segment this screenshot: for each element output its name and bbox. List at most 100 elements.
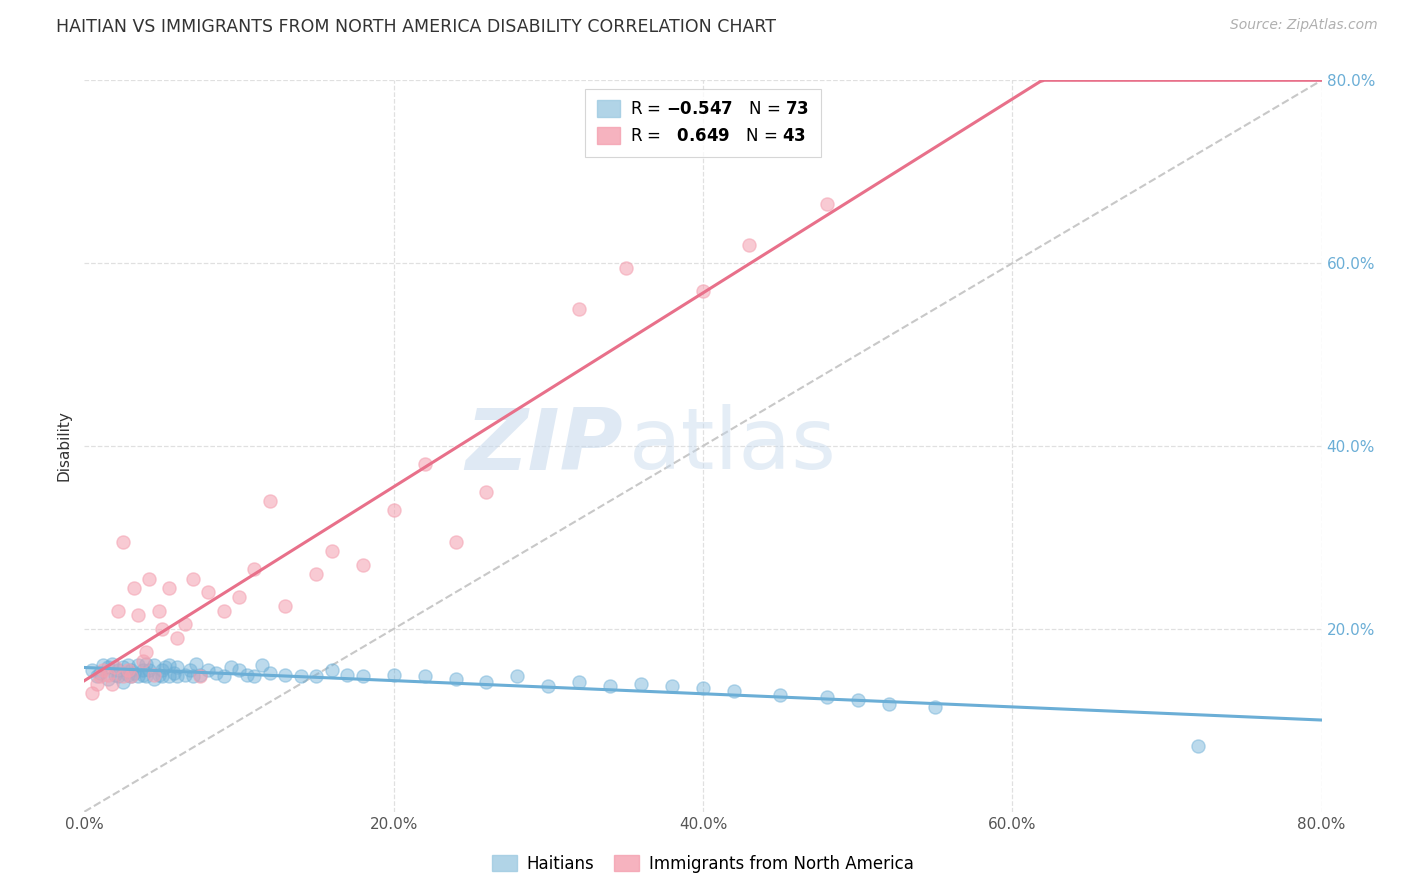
Point xyxy=(243,669,266,683)
Point xyxy=(150,622,173,636)
Point xyxy=(475,674,498,689)
Point xyxy=(163,665,186,680)
Point xyxy=(413,669,436,683)
Point xyxy=(290,669,312,683)
Text: Source: ZipAtlas.com: Source: ZipAtlas.com xyxy=(1230,18,1378,32)
Point xyxy=(89,665,111,680)
Point xyxy=(132,667,155,681)
Point xyxy=(132,654,155,668)
Text: atlas: atlas xyxy=(628,404,837,488)
Point xyxy=(120,669,142,683)
Point xyxy=(107,669,129,683)
Point xyxy=(166,631,188,645)
Point xyxy=(97,660,120,674)
Point xyxy=(128,608,150,623)
Text: ZIP: ZIP xyxy=(465,404,623,488)
Point xyxy=(122,581,145,595)
Point xyxy=(112,535,135,549)
Point xyxy=(692,284,714,298)
Point xyxy=(305,669,328,683)
Point xyxy=(321,544,343,558)
Point xyxy=(846,693,869,707)
Point xyxy=(107,603,129,617)
Point xyxy=(181,669,204,683)
Point xyxy=(159,658,181,673)
Point xyxy=(122,665,145,680)
Point xyxy=(174,667,197,681)
Point xyxy=(89,669,111,683)
Point xyxy=(143,672,166,686)
Point xyxy=(117,658,139,673)
Point xyxy=(128,658,150,673)
Point xyxy=(143,658,166,673)
Point xyxy=(1187,739,1209,753)
Point xyxy=(112,660,135,674)
Point xyxy=(143,667,166,681)
Point xyxy=(352,669,374,683)
Point xyxy=(274,667,297,681)
Point xyxy=(166,669,188,683)
Point xyxy=(815,690,838,705)
Point xyxy=(228,663,250,677)
Point xyxy=(252,658,274,673)
Point xyxy=(506,669,529,683)
Point xyxy=(413,458,436,472)
Point xyxy=(91,658,114,673)
Point xyxy=(101,676,124,690)
Point xyxy=(104,667,127,681)
Point xyxy=(112,674,135,689)
Point xyxy=(336,667,359,681)
Point xyxy=(138,572,160,586)
Point xyxy=(86,676,108,690)
Point xyxy=(475,484,498,499)
Point xyxy=(321,663,343,677)
Point xyxy=(112,669,135,683)
Legend: Haitians, Immigrants from North America: Haitians, Immigrants from North America xyxy=(485,848,921,880)
Point xyxy=(135,657,157,671)
Point xyxy=(924,699,946,714)
Point xyxy=(769,688,792,702)
Point xyxy=(692,681,714,696)
Point xyxy=(197,585,219,599)
Point xyxy=(135,645,157,659)
Point xyxy=(150,663,173,677)
Point xyxy=(212,603,235,617)
Point xyxy=(148,667,170,681)
Legend: R = $\mathbf{-0.547}$   N = $\mathbf{73}$, R = $\mathbf{\ \ 0.649}$   N = $\math: R = $\mathbf{-0.547}$ N = $\mathbf{73}$,… xyxy=(585,88,821,157)
Point xyxy=(107,663,129,677)
Point xyxy=(97,667,120,681)
Point xyxy=(159,669,181,683)
Point xyxy=(352,558,374,572)
Point xyxy=(568,301,591,316)
Point xyxy=(179,663,201,677)
Point xyxy=(243,562,266,576)
Point xyxy=(86,669,108,683)
Point xyxy=(259,493,281,508)
Point xyxy=(877,697,900,711)
Point xyxy=(174,617,197,632)
Point xyxy=(221,660,243,674)
Point xyxy=(82,686,104,700)
Point xyxy=(738,238,761,252)
Point xyxy=(236,667,259,681)
Point xyxy=(259,665,281,680)
Point xyxy=(159,581,181,595)
Point xyxy=(599,679,621,693)
Point xyxy=(205,665,228,680)
Point xyxy=(117,667,139,681)
Point xyxy=(212,669,235,683)
Point xyxy=(82,663,104,677)
Point xyxy=(382,503,405,517)
Point xyxy=(537,679,560,693)
Point xyxy=(630,676,652,690)
Point xyxy=(150,669,173,683)
Point xyxy=(723,684,745,698)
Point xyxy=(184,657,207,671)
Point xyxy=(153,660,176,674)
Point xyxy=(91,663,114,677)
Point xyxy=(382,667,405,681)
Point xyxy=(815,196,838,211)
Point xyxy=(228,590,250,604)
Point xyxy=(305,567,328,582)
Point xyxy=(138,663,160,677)
